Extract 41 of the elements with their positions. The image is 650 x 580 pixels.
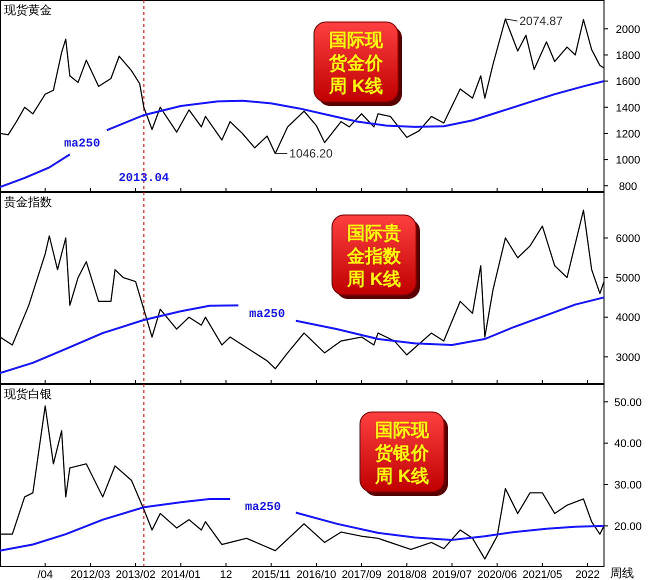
y-tick-label: 4000 — [616, 312, 640, 324]
x-tick-label: /04 — [38, 569, 53, 580]
x-tick-label: 2019/07 — [432, 569, 472, 580]
x-tick-label: 2020/06 — [477, 569, 518, 580]
y-tick-label: 800 — [618, 180, 638, 193]
x-tick-label: 2017/09 — [342, 569, 382, 580]
series-label: ma250 — [244, 500, 281, 514]
text: 周线 — [610, 566, 634, 580]
y-tick-label: 1800 — [616, 50, 640, 62]
y-tick-label: 1200 — [616, 128, 640, 140]
y-tick-label: 50.00 — [614, 396, 642, 409]
y-tick-label: 1000 — [616, 154, 640, 167]
series-label: ma250 — [249, 307, 286, 322]
x-tick-label: 12 — [220, 569, 232, 580]
x-tick-label: 2012/03 — [70, 569, 110, 580]
x-tick-label: 2013/02 — [116, 569, 156, 580]
y-tick-label: 40.00 — [614, 438, 642, 450]
ref-line-label: 2013.04 — [118, 171, 170, 185]
x-tick-label: 2014/01 — [160, 569, 201, 580]
annotation: 国际现货金价周 K线 — [328, 30, 384, 96]
chart-title: 现货黄金 — [4, 3, 52, 17]
x-tick-label: 2016/10 — [296, 569, 336, 580]
y-tick-label: 1600 — [616, 76, 640, 88]
annotation: 1046.20 — [289, 146, 333, 161]
y-tick-label: 1400 — [616, 102, 640, 114]
x-tick-label: 2021/05 — [522, 569, 562, 580]
y-tick-label: 30.00 — [614, 480, 642, 492]
annotation: 国际贵金指数周 K线 — [346, 223, 402, 289]
x-tick-label: 2015/11 — [252, 569, 291, 580]
x-tick-label: 2022 — [575, 569, 600, 580]
y-tick-label: 5000 — [616, 272, 640, 285]
chart-title: 贵金指数 — [4, 195, 52, 209]
y-tick-label: 3000 — [616, 352, 640, 364]
y-tick-label: 6000 — [616, 232, 640, 245]
y-tick-label: 2000 — [616, 24, 640, 36]
chart-title: 现货白银 — [4, 387, 52, 401]
series-label: ma250 — [64, 136, 100, 150]
annotation: 国际现货银价周 K线 — [374, 420, 430, 486]
y-tick-label: 20.00 — [614, 520, 642, 533]
annotation: 2074.87 — [519, 14, 564, 28]
x-tick-label: 2018/08 — [386, 569, 427, 580]
